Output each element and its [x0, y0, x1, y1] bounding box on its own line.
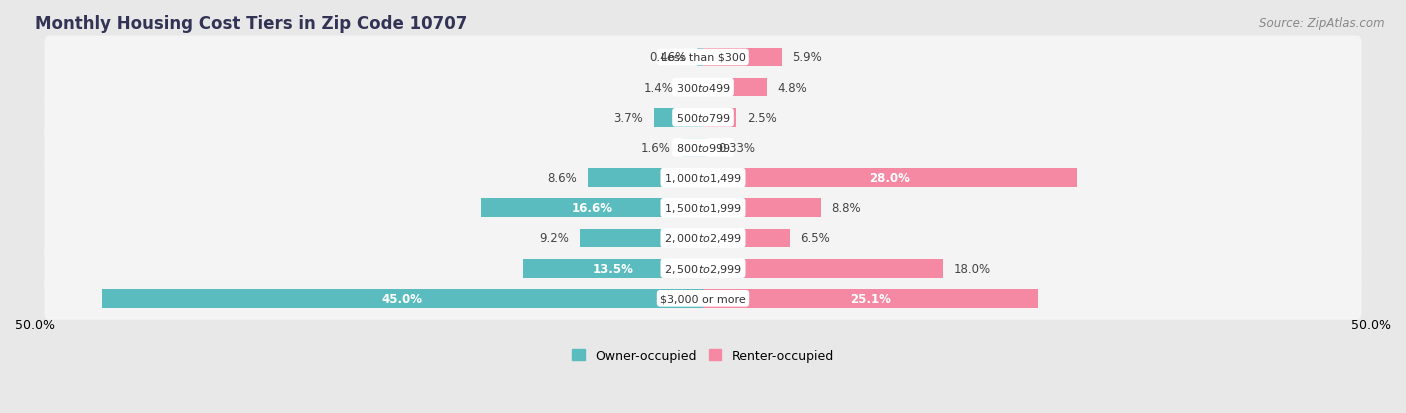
FancyBboxPatch shape	[45, 36, 1361, 79]
Text: 18.0%: 18.0%	[955, 262, 991, 275]
Text: 45.0%: 45.0%	[382, 292, 423, 305]
Text: 16.6%: 16.6%	[572, 202, 613, 215]
FancyBboxPatch shape	[45, 247, 1361, 290]
Text: 5.9%: 5.9%	[793, 51, 823, 64]
Text: Less than $300: Less than $300	[661, 53, 745, 63]
Text: $1,500 to $1,999: $1,500 to $1,999	[664, 202, 742, 215]
Bar	[703, 78, 768, 97]
FancyBboxPatch shape	[45, 97, 1361, 140]
Text: 8.6%: 8.6%	[548, 172, 578, 185]
Bar	[697, 48, 703, 67]
Text: 0.46%: 0.46%	[650, 51, 686, 64]
Legend: Owner-occupied, Renter-occupied: Owner-occupied, Renter-occupied	[568, 344, 838, 367]
Text: Monthly Housing Cost Tiers in Zip Code 10707: Monthly Housing Cost Tiers in Zip Code 1…	[35, 15, 467, 33]
Text: $3,000 or more: $3,000 or more	[661, 294, 745, 304]
FancyBboxPatch shape	[45, 217, 1361, 260]
Bar	[685, 78, 703, 97]
Bar	[682, 139, 703, 157]
Bar	[654, 109, 703, 127]
Bar	[703, 259, 943, 278]
Text: $1,000 to $1,499: $1,000 to $1,499	[664, 172, 742, 185]
Bar	[703, 169, 1077, 188]
Text: 1.4%: 1.4%	[644, 81, 673, 95]
Bar	[703, 48, 782, 67]
Text: 4.8%: 4.8%	[778, 81, 807, 95]
Text: $2,000 to $2,499: $2,000 to $2,499	[664, 232, 742, 245]
FancyBboxPatch shape	[45, 157, 1361, 199]
Text: 13.5%: 13.5%	[592, 262, 633, 275]
Text: 8.8%: 8.8%	[831, 202, 860, 215]
Text: $500 to $799: $500 to $799	[675, 112, 731, 124]
Bar	[481, 199, 703, 218]
Text: $800 to $999: $800 to $999	[675, 142, 731, 154]
Text: 2.5%: 2.5%	[747, 112, 778, 124]
Bar	[703, 289, 1039, 308]
Bar	[703, 229, 790, 248]
FancyBboxPatch shape	[45, 277, 1361, 320]
Bar	[101, 289, 703, 308]
Bar	[581, 229, 703, 248]
FancyBboxPatch shape	[45, 187, 1361, 230]
Bar	[703, 109, 737, 127]
Text: 0.33%: 0.33%	[718, 142, 755, 154]
FancyBboxPatch shape	[45, 127, 1361, 169]
Text: 9.2%: 9.2%	[540, 232, 569, 245]
Text: Source: ZipAtlas.com: Source: ZipAtlas.com	[1260, 17, 1385, 29]
Text: 25.1%: 25.1%	[851, 292, 891, 305]
Text: 3.7%: 3.7%	[613, 112, 643, 124]
Text: 28.0%: 28.0%	[869, 172, 911, 185]
Text: 1.6%: 1.6%	[641, 142, 671, 154]
Bar	[588, 169, 703, 188]
Text: $2,500 to $2,999: $2,500 to $2,999	[664, 262, 742, 275]
FancyBboxPatch shape	[45, 66, 1361, 109]
Bar	[523, 259, 703, 278]
Bar	[703, 139, 707, 157]
Text: 6.5%: 6.5%	[800, 232, 831, 245]
Bar	[703, 199, 821, 218]
Text: $300 to $499: $300 to $499	[675, 82, 731, 94]
